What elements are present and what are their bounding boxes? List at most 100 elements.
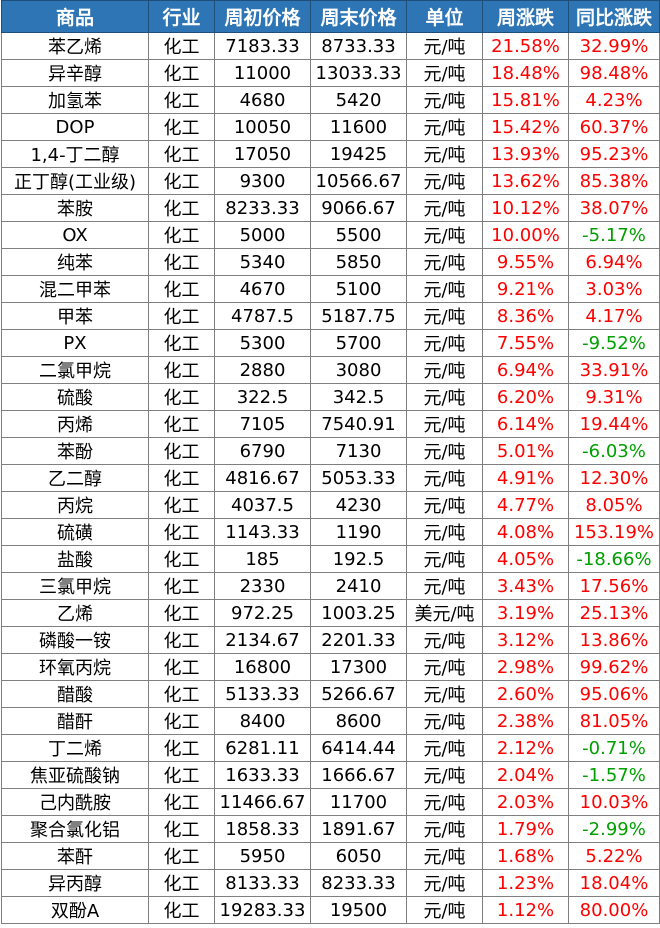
yoy-change-cell: 13.86%	[568, 626, 660, 654]
product-name-cell: 异丙醇	[1, 869, 149, 897]
unit-cell: 元/吨	[406, 626, 483, 654]
yoy-change-cell: 98.48%	[568, 59, 660, 87]
table-row: DOP 化工 10050 11600 元/吨 15.42% 60.37%	[1, 113, 660, 141]
table-row: 二氯甲烷 化工 2880 3080 元/吨 6.94% 33.91%	[1, 356, 660, 384]
week-close-price-cell: 2201.33	[310, 626, 407, 654]
table-row: 双酚A 化工 19283.33 19500 元/吨 1.12% 80.00%	[1, 896, 660, 924]
industry-cell: 化工	[148, 410, 215, 438]
unit-cell: 元/吨	[406, 734, 483, 762]
industry-cell: 化工	[148, 545, 215, 573]
table-row: 苯乙烯 化工 7183.33 8733.33 元/吨 21.58% 32.99%	[1, 32, 660, 60]
unit-cell: 元/吨	[406, 653, 483, 681]
unit-cell: 元/吨	[406, 32, 483, 60]
product-name-cell: 苯酚	[1, 437, 149, 465]
unit-cell: 元/吨	[406, 113, 483, 141]
industry-cell: 化工	[148, 869, 215, 897]
product-name-cell: 双酚A	[1, 896, 149, 924]
table-row: 醋酸 化工 5133.33 5266.67 元/吨 2.60% 95.06%	[1, 680, 660, 708]
table-row: 己内酰胺 化工 11466.67 11700 元/吨 2.03% 10.03%	[1, 788, 660, 816]
yoy-change-cell: 38.07%	[568, 194, 660, 222]
product-name-cell: 苯乙烯	[1, 32, 149, 60]
week-open-price-cell: 17050	[214, 140, 311, 168]
week-close-price-cell: 6050	[310, 842, 407, 870]
table-row: 甲苯 化工 4787.5 5187.75 元/吨 8.36% 4.17%	[1, 302, 660, 330]
industry-cell: 化工	[148, 356, 215, 384]
unit-cell: 元/吨	[406, 248, 483, 276]
week-open-price-cell: 5950	[214, 842, 311, 870]
unit-cell: 元/吨	[406, 221, 483, 249]
yoy-change-cell: 4.17%	[568, 302, 660, 330]
weekly-change-cell: 2.12%	[482, 734, 569, 762]
weekly-change-cell: 3.12%	[482, 626, 569, 654]
industry-cell: 化工	[148, 572, 215, 600]
product-name-cell: 乙烯	[1, 599, 149, 627]
table-row: 异丙醇 化工 8133.33 8233.33 元/吨 1.23% 18.04%	[1, 869, 660, 897]
weekly-change-cell: 1.68%	[482, 842, 569, 870]
industry-cell: 化工	[148, 113, 215, 141]
yoy-change-cell: 4.23%	[568, 86, 660, 114]
header-industry: 行业	[148, 0, 215, 33]
week-open-price-cell: 19283.33	[214, 896, 311, 924]
week-open-price-cell: 11000	[214, 59, 311, 87]
product-name-cell: 丙烯	[1, 410, 149, 438]
yoy-change-cell: 3.03%	[568, 275, 660, 303]
weekly-change-cell: 1.23%	[482, 869, 569, 897]
yoy-change-cell: -6.03%	[568, 437, 660, 465]
table-row: 三氯甲烷 化工 2330 2410 元/吨 3.43% 17.56%	[1, 572, 660, 600]
product-name-cell: OX	[1, 221, 149, 249]
unit-cell: 元/吨	[406, 869, 483, 897]
week-close-price-cell: 1891.67	[310, 815, 407, 843]
table-row: 混二甲苯 化工 4670 5100 元/吨 9.21% 3.03%	[1, 275, 660, 303]
week-close-price-cell: 8733.33	[310, 32, 407, 60]
header-yoy-change: 同比涨跌	[568, 0, 660, 33]
weekly-change-cell: 18.48%	[482, 59, 569, 87]
industry-cell: 化工	[148, 302, 215, 330]
industry-cell: 化工	[148, 140, 215, 168]
yoy-change-cell: 85.38%	[568, 167, 660, 195]
table-row: 苯酚 化工 6790 7130 元/吨 5.01% -6.03%	[1, 437, 660, 465]
industry-cell: 化工	[148, 518, 215, 546]
yoy-change-cell: 153.19%	[568, 518, 660, 546]
weekly-change-cell: 1.79%	[482, 815, 569, 843]
week-open-price-cell: 7183.33	[214, 32, 311, 60]
week-close-price-cell: 9066.67	[310, 194, 407, 222]
header-product: 商品	[1, 0, 149, 33]
yoy-change-cell: -2.99%	[568, 815, 660, 843]
weekly-change-cell: 21.58%	[482, 32, 569, 60]
unit-cell: 元/吨	[406, 815, 483, 843]
week-close-price-cell: 19425	[310, 140, 407, 168]
industry-cell: 化工	[148, 464, 215, 492]
week-open-price-cell: 2330	[214, 572, 311, 600]
weekly-change-cell: 15.81%	[482, 86, 569, 114]
product-name-cell: 二氯甲烷	[1, 356, 149, 384]
yoy-change-cell: -18.66%	[568, 545, 660, 573]
yoy-change-cell: 12.30%	[568, 464, 660, 492]
week-close-price-cell: 8233.33	[310, 869, 407, 897]
week-open-price-cell: 10050	[214, 113, 311, 141]
week-open-price-cell: 8233.33	[214, 194, 311, 222]
weekly-change-cell: 9.55%	[482, 248, 569, 276]
product-name-cell: 醋酸	[1, 680, 149, 708]
industry-cell: 化工	[148, 680, 215, 708]
week-open-price-cell: 4816.67	[214, 464, 311, 492]
weekly-change-cell: 9.21%	[482, 275, 569, 303]
week-close-price-cell: 1190	[310, 518, 407, 546]
unit-cell: 元/吨	[406, 86, 483, 114]
week-open-price-cell: 8133.33	[214, 869, 311, 897]
yoy-change-cell: 32.99%	[568, 32, 660, 60]
unit-cell: 元/吨	[406, 518, 483, 546]
week-open-price-cell: 5000	[214, 221, 311, 249]
week-open-price-cell: 4787.5	[214, 302, 311, 330]
week-close-price-cell: 5266.67	[310, 680, 407, 708]
weekly-change-cell: 6.14%	[482, 410, 569, 438]
industry-cell: 化工	[148, 194, 215, 222]
table-row: 苯胺 化工 8233.33 9066.67 元/吨 10.12% 38.07%	[1, 194, 660, 222]
unit-cell: 美元/吨	[406, 599, 483, 627]
yoy-change-cell: 60.37%	[568, 113, 660, 141]
table-row: 乙二醇 化工 4816.67 5053.33 元/吨 4.91% 12.30%	[1, 464, 660, 492]
table-row: 1,4-丁二醇 化工 17050 19425 元/吨 13.93% 95.23%	[1, 140, 660, 168]
week-close-price-cell: 11700	[310, 788, 407, 816]
product-name-cell: 乙二醇	[1, 464, 149, 492]
table-row: 醋酐 化工 8400 8600 元/吨 2.38% 81.05%	[1, 707, 660, 735]
